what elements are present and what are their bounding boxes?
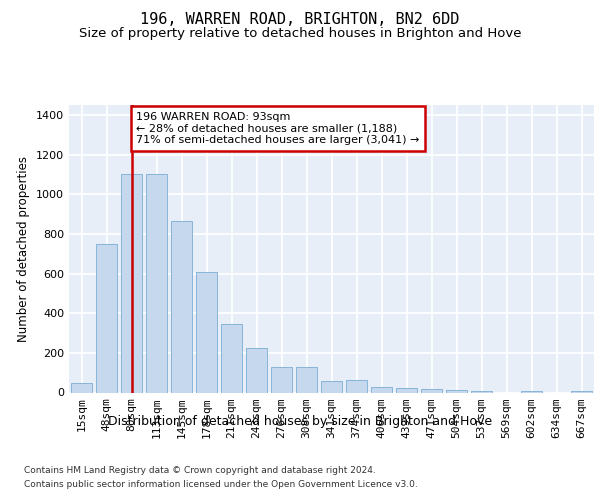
Text: 196, WARREN ROAD, BRIGHTON, BN2 6DD: 196, WARREN ROAD, BRIGHTON, BN2 6DD (140, 12, 460, 28)
Bar (196, 272, 217, 392)
Bar (346, 380, 367, 392)
Bar (296, 366, 317, 392)
Bar (446, 390, 467, 392)
Text: Distribution of detached houses by size in Brighton and Hove: Distribution of detached houses by size … (108, 415, 492, 428)
Text: 196 WARREN ROAD: 93sqm
← 28% of detached houses are smaller (1,188)
71% of semi-: 196 WARREN ROAD: 93sqm ← 28% of detached… (137, 112, 420, 145)
Bar (221, 324, 242, 392)
Bar (421, 388, 442, 392)
Bar (396, 388, 417, 392)
Bar (121, 174, 142, 392)
Bar (271, 366, 292, 392)
Text: Size of property relative to detached houses in Brighton and Hove: Size of property relative to detached ho… (79, 28, 521, 40)
Text: Contains public sector information licensed under the Open Government Licence v3: Contains public sector information licen… (24, 480, 418, 489)
Bar (71, 382, 92, 392)
Bar (571, 390, 592, 392)
Text: Contains HM Land Registry data © Crown copyright and database right 2024.: Contains HM Land Registry data © Crown c… (24, 466, 376, 475)
Bar (96, 244, 117, 392)
Bar (371, 386, 392, 392)
Y-axis label: Number of detached properties: Number of detached properties (17, 156, 31, 342)
Bar (521, 390, 542, 392)
Bar (471, 390, 492, 392)
Bar (246, 348, 267, 393)
Bar (171, 221, 192, 392)
Bar (321, 380, 342, 392)
Bar (146, 174, 167, 392)
